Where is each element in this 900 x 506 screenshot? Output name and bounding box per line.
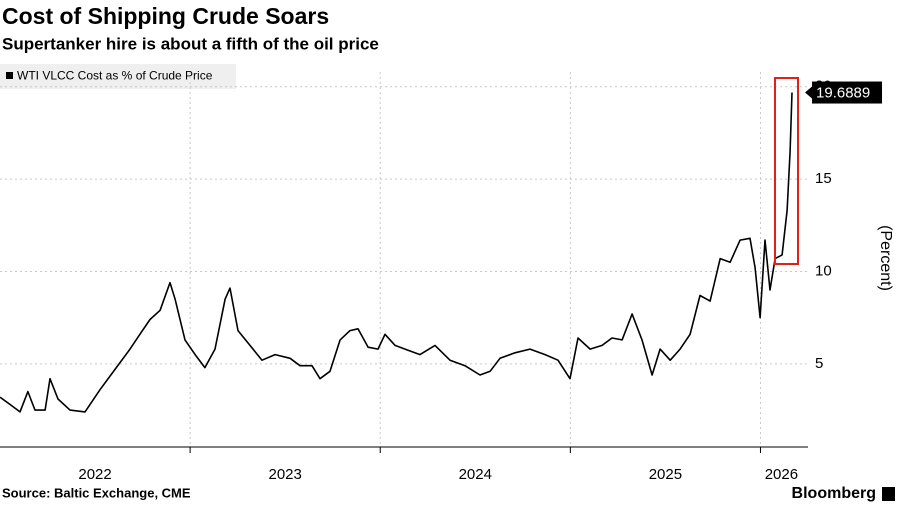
legend-label: WTI VLCC Cost as % of Crude Price	[17, 69, 213, 83]
x-tick-label: 2023	[268, 466, 301, 483]
x-tick-label: 2024	[459, 466, 492, 483]
source: Source: Baltic Exchange, CME	[2, 485, 191, 500]
plot-area: 510152020222023202420252026	[0, 72, 832, 483]
legend-box	[0, 64, 236, 89]
x-tick-label: 2022	[78, 466, 111, 483]
last-value-pointer	[805, 86, 813, 99]
last-value-box	[812, 81, 883, 104]
last-value-label: 19.6889	[816, 84, 870, 101]
legend-swatch	[6, 72, 13, 79]
x-tick-label: 2025	[649, 466, 682, 483]
chart-title: Cost of Shipping Crude Soars	[2, 3, 329, 29]
x-tick-label: 2026	[765, 466, 798, 483]
y-tick-label: 15	[815, 170, 832, 187]
line-series	[0, 92, 793, 413]
brand: Bloomberg	[792, 485, 876, 502]
brand-icon	[882, 487, 895, 501]
y-tick-label: 10	[815, 262, 832, 279]
chart-subtitle: Supertanker hire is about a fifth of the…	[2, 34, 379, 53]
y-axis-label: (Percent)	[877, 225, 894, 291]
highlight-box	[774, 77, 799, 265]
y-tick-label: 5	[815, 355, 823, 372]
